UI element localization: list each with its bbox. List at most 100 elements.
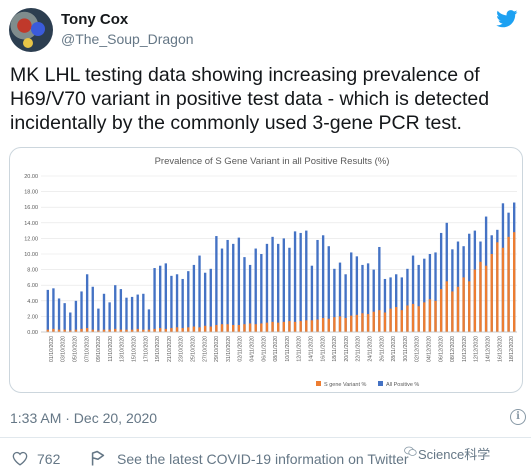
bar-s-gene-variant xyxy=(333,317,336,332)
bar-s-gene-variant xyxy=(445,281,448,332)
x-tick-label: 31/10/2020 xyxy=(226,336,232,362)
bar-all-positive xyxy=(355,256,359,332)
bar-all-positive xyxy=(102,293,106,332)
bar-s-gene-variant xyxy=(159,328,162,332)
x-tick-label: 27/10/2020 xyxy=(202,336,208,362)
bar-all-positive xyxy=(74,300,78,332)
x-tick-label: 14/12/2020 xyxy=(486,336,492,362)
bar-s-gene-variant xyxy=(439,289,443,332)
like-count[interactable]: 762 xyxy=(37,451,61,467)
bar-all-positive xyxy=(164,263,167,332)
bar-s-gene-variant xyxy=(136,328,139,332)
tweet-text-line: MK LHL testing data showing increasing p… xyxy=(10,64,480,86)
x-tick-label: 02/11/2020 xyxy=(238,336,244,362)
bar-all-positive xyxy=(125,297,128,332)
author-name[interactable]: Tony Cox xyxy=(61,11,129,28)
x-tick-label: 26/11/2020 xyxy=(379,336,385,362)
author-handle[interactable]: @The_Soup_Dragon xyxy=(61,31,194,47)
bar-s-gene-variant xyxy=(175,327,179,332)
bar-all-positive xyxy=(203,272,207,332)
x-tick-label: 29/10/2020 xyxy=(214,336,220,362)
bar-all-positive xyxy=(254,248,257,332)
x-tick-label: 23/10/2020 xyxy=(179,336,185,362)
covid-info-link[interactable]: See the latest COVID-19 information on T… xyxy=(117,451,409,467)
y-tick-label: 16.00 xyxy=(24,205,38,211)
bar-s-gene-variant xyxy=(125,329,128,332)
bar-s-gene-variant xyxy=(513,232,516,332)
bar-all-positive xyxy=(344,274,347,332)
bar-all-positive xyxy=(209,268,212,332)
x-tick-label: 08/12/2020 xyxy=(450,336,456,362)
x-tick-label: 04/11/2020 xyxy=(250,336,256,362)
x-axis-ticks: 01/10/2020 03/10/2020 05/10/2020 07/10/2020… xyxy=(49,336,515,362)
x-tick-label: 21/10/2020 xyxy=(167,336,173,362)
bar-all-positive xyxy=(378,246,381,332)
bar-all-positive xyxy=(372,269,375,332)
bar-s-gene-variant xyxy=(91,329,94,332)
bar-all-positive xyxy=(248,264,252,332)
info-icon[interactable]: i xyxy=(510,409,526,425)
tweet-timestamp[interactable]: 1:33 AM · Dec 20, 2020 xyxy=(10,410,158,426)
avatar[interactable] xyxy=(9,8,53,52)
bar-all-positive xyxy=(52,288,55,332)
bar-s-gene-variant xyxy=(496,242,499,332)
bar-s-gene-variant xyxy=(366,314,370,332)
bar-s-gene-variant xyxy=(170,328,173,332)
bar-s-gene-variant xyxy=(57,329,61,332)
bar-s-gene-variant xyxy=(423,302,426,332)
bar-all-positive xyxy=(400,277,403,332)
x-tick-label: 17/10/2020 xyxy=(143,336,149,362)
x-tick-label: 12/12/2020 xyxy=(474,336,480,362)
bar-s-gene-variant xyxy=(277,322,280,332)
bar-all-positive xyxy=(220,248,224,332)
x-tick-label: 11/10/2020 xyxy=(108,336,114,362)
bar-s-gene-variant xyxy=(237,324,241,332)
chart-title: Prevalence of S Gene Variant in all Posi… xyxy=(155,156,390,167)
x-tick-label: 30/11/2020 xyxy=(403,336,409,362)
bar-s-gene-variant xyxy=(400,310,403,332)
bar-all-positive xyxy=(327,246,330,332)
twitter-bird-icon[interactable] xyxy=(496,10,518,28)
y-tick-label: 10.00 xyxy=(24,252,38,258)
x-tick-label: 28/11/2020 xyxy=(391,336,397,362)
bar-all-positive xyxy=(159,265,162,332)
heart-icon[interactable] xyxy=(12,451,28,466)
covid-info-icon[interactable] xyxy=(90,450,106,467)
bar-all-positive xyxy=(293,231,297,332)
bar-all-positive xyxy=(153,268,156,332)
x-tick-label: 06/12/2020 xyxy=(438,336,444,362)
bar-all-positive xyxy=(226,239,229,332)
bar-s-gene-variant xyxy=(316,319,319,332)
bar-s-gene-variant xyxy=(344,317,347,332)
bar-s-gene-variant xyxy=(192,326,196,332)
divider xyxy=(0,437,531,438)
bar-chart: Prevalence of S Gene Variant in all Posi… xyxy=(24,156,517,388)
bar-s-gene-variant xyxy=(147,329,151,332)
y-tick-label: 8.00 xyxy=(27,268,38,274)
bar-all-positive xyxy=(366,263,370,332)
bar-s-gene-variant xyxy=(232,324,235,332)
bar-all-positive xyxy=(85,274,89,332)
bar-s-gene-variant xyxy=(383,312,387,332)
bar-s-gene-variant xyxy=(63,329,66,332)
x-tick-label: 16/12/2020 xyxy=(497,336,503,362)
chart-image[interactable]: Prevalence of S Gene Variant in all Posi… xyxy=(9,147,523,393)
bar-s-gene-variant xyxy=(187,327,190,332)
bar-s-gene-variant xyxy=(462,277,465,332)
bar-s-gene-variant xyxy=(305,320,308,332)
bar-s-gene-variant xyxy=(142,329,145,332)
x-tick-label: 16/11/2020 xyxy=(320,336,326,362)
bar-s-gene-variant xyxy=(209,326,212,332)
y-tick-label: 14.00 xyxy=(24,221,38,227)
legend-label-all-positive: All Positive % xyxy=(386,382,419,388)
bar-s-gene-variant xyxy=(327,318,330,332)
bar-s-gene-variant xyxy=(271,321,274,332)
bar-all-positive xyxy=(310,265,314,332)
bar-s-gene-variant xyxy=(108,329,111,332)
wechat-icon xyxy=(404,446,417,456)
bar-all-positive xyxy=(237,237,241,332)
y-axis-ticks: 0.00 2.00 4.00 6.00 8.00 10.00 12.00 14.00 16.00… xyxy=(24,174,38,336)
bar-all-positive xyxy=(316,239,319,332)
bar-all-positive xyxy=(130,296,134,332)
bar-s-gene-variant xyxy=(468,281,471,332)
